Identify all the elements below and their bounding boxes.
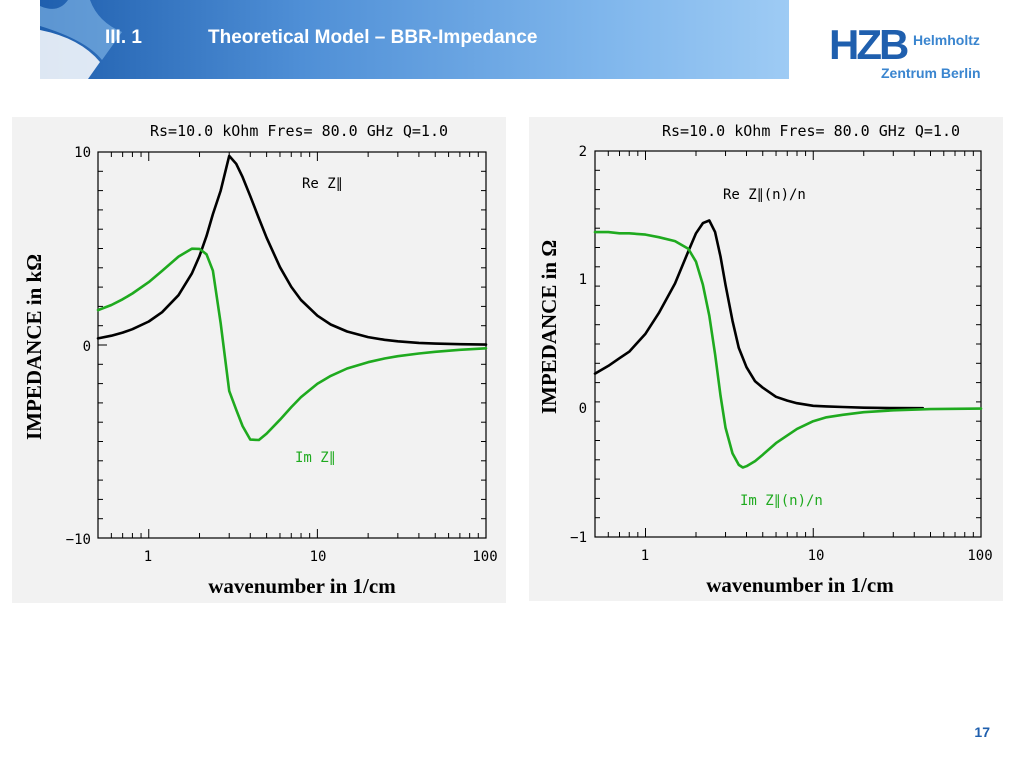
x-axis-title: wavenumber in 1/cm bbox=[208, 574, 396, 598]
section-number: III. 1 bbox=[105, 27, 142, 48]
x-ticks bbox=[97, 152, 487, 538]
plot-area bbox=[593, 150, 983, 538]
y-tick-label: 1 bbox=[579, 272, 587, 288]
x-tick-label: 10 bbox=[808, 548, 825, 564]
logo-line-2: Zentrum Berlin bbox=[881, 65, 981, 81]
x-tick-label: 100 bbox=[967, 548, 992, 564]
y-axis-title: IMPEDANCE in Ω bbox=[537, 240, 561, 414]
y-tick-labels: 2 1 0 −1 bbox=[570, 144, 587, 546]
y-tick-label: 0 bbox=[579, 401, 587, 417]
y-tick-label: 10 bbox=[74, 145, 91, 161]
series-line-im bbox=[96, 247, 488, 442]
header-swoosh bbox=[40, 0, 122, 79]
chart-panel-left: Rs=10.0 kOhm Fres= 80.0 GHz Q=1.0 10 0 −… bbox=[12, 117, 506, 603]
y-ticks bbox=[98, 151, 486, 539]
y-tick-label: 2 bbox=[579, 144, 587, 160]
x-tick-labels: 1 10 100 bbox=[641, 548, 993, 564]
header-band bbox=[40, 0, 789, 79]
x-ticks bbox=[594, 151, 982, 537]
chart-title: Rs=10.0 kOhm Fres= 80.0 GHz Q=1.0 bbox=[662, 122, 960, 140]
x-tick-label: 1 bbox=[641, 548, 649, 564]
series-line-im bbox=[593, 230, 983, 469]
chart-title: Rs=10.0 kOhm Fres= 80.0 GHz Q=1.0 bbox=[150, 122, 448, 140]
hzb-logo: HZB Helmholtz Zentrum Berlin bbox=[829, 24, 999, 84]
y-tick-labels: 10 0 −10 bbox=[66, 145, 91, 548]
y-ticks bbox=[595, 150, 981, 538]
slide-title: Theoretical Model – BBR-Impedance bbox=[208, 27, 538, 48]
y-tick-label: −1 bbox=[570, 530, 587, 546]
x-tick-label: 10 bbox=[310, 549, 327, 565]
x-tick-label: 100 bbox=[472, 549, 497, 565]
impedance-chart-right: Rs=10.0 kOhm Fres= 80.0 GHz Q=1.0 2 1 0 … bbox=[537, 122, 993, 597]
series-line-re bbox=[593, 219, 925, 410]
series-line-re bbox=[96, 154, 488, 346]
series-label-im: Im Z∥ bbox=[295, 450, 336, 466]
chart-panel-right: Rs=10.0 kOhm Fres= 80.0 GHz Q=1.0 2 1 0 … bbox=[529, 117, 1003, 601]
series-label-im: Im Z∥(n)/n bbox=[740, 493, 823, 509]
impedance-chart-left: Rs=10.0 kOhm Fres= 80.0 GHz Q=1.0 10 0 −… bbox=[22, 122, 498, 598]
logo-line-1: Helmholtz bbox=[913, 32, 980, 48]
x-axis-title: wavenumber in 1/cm bbox=[706, 573, 894, 597]
plot-frame bbox=[594, 150, 982, 538]
x-tick-label: 1 bbox=[144, 549, 152, 565]
series-label-re: Re Z∥ bbox=[302, 176, 343, 192]
plot-area bbox=[96, 151, 488, 539]
page-number: 17 bbox=[974, 724, 990, 740]
series-label-re: Re Z∥(n)/n bbox=[723, 187, 806, 203]
logo-mark: HZB bbox=[829, 21, 909, 68]
y-tick-label: 0 bbox=[83, 339, 91, 355]
plot-frame bbox=[97, 151, 487, 539]
y-tick-label: −10 bbox=[66, 532, 91, 548]
y-axis-title: IMPEDANCE in kΩ bbox=[22, 254, 46, 440]
x-tick-labels: 1 10 100 bbox=[144, 549, 498, 565]
